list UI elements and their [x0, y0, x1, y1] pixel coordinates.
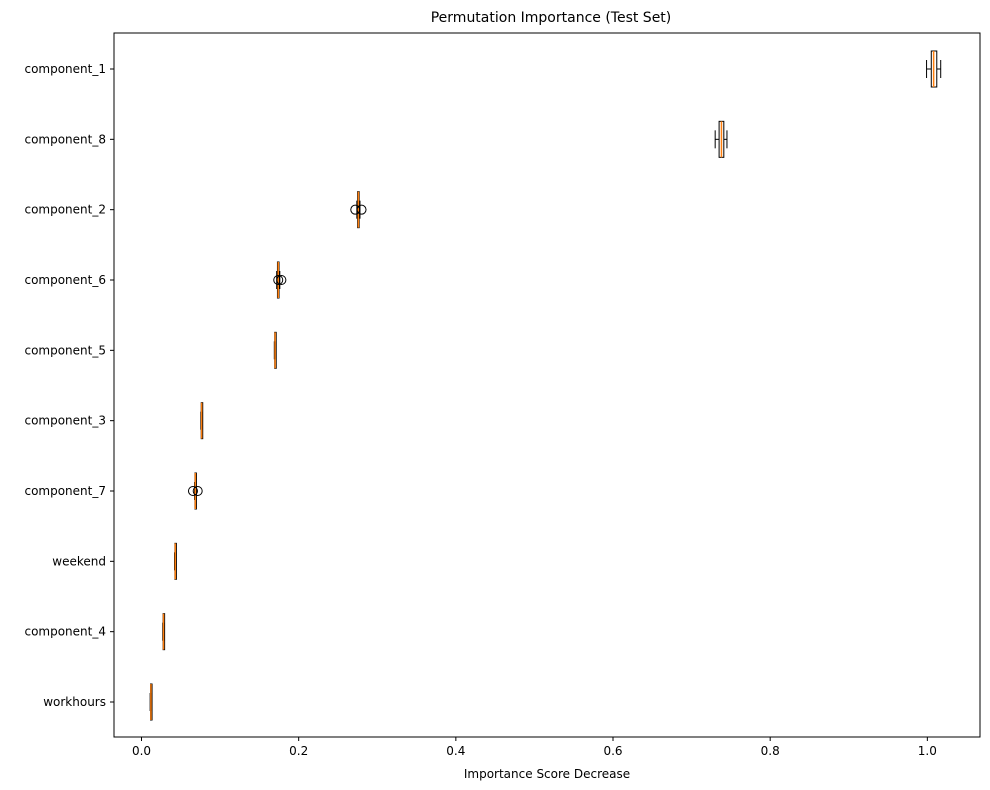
- y-tick-label: workhours: [43, 695, 106, 709]
- x-tick-label: 0.8: [761, 744, 780, 758]
- outlier-point: [187, 486, 198, 496]
- x-axis: 0.0 0.2 0.4 0.6 0.8 1.0: [132, 737, 937, 758]
- x-tick-label: 0.2: [289, 744, 308, 758]
- box-weekend: [174, 542, 177, 580]
- plot-frame: [113, 32, 981, 738]
- outlier-point: [276, 275, 287, 285]
- y-axis: component_1 component_8 component_2compone…: [24, 62, 114, 709]
- x-tick-label: 0.4: [446, 744, 465, 758]
- x-tick-label: 0.0: [132, 744, 151, 758]
- y-tick-label: component_2: [24, 203, 106, 217]
- box-component_3: [200, 402, 204, 440]
- box-workhours: [149, 683, 153, 721]
- y-tick-label: component_5: [24, 343, 106, 357]
- box-component_8: [714, 120, 728, 158]
- y-tick-label: component_7: [24, 484, 106, 498]
- box-component_1: [926, 50, 942, 88]
- y-tick-label: component_4: [24, 625, 106, 639]
- x-tick-label: 0.6: [603, 744, 622, 758]
- y-tick-label: component_1: [24, 62, 106, 76]
- outlier-point: [192, 486, 203, 496]
- outlier-point: [273, 275, 284, 285]
- box-component_7: [187, 472, 203, 510]
- plot-area: [113, 32, 981, 738]
- y-tick-label: weekend: [52, 554, 106, 568]
- box-component_6: [273, 261, 287, 299]
- y-tick-label: component_3: [24, 414, 106, 428]
- x-axis-label: Importance Score Decrease: [464, 767, 630, 781]
- box-component_5: [273, 331, 277, 369]
- outlier-point: [356, 204, 367, 215]
- y-tick-label: component_6: [24, 273, 106, 287]
- x-tick-label: 1.0: [918, 744, 937, 758]
- outlier-point: [350, 204, 361, 215]
- chart-title: Permutation Importance (Test Set): [431, 10, 672, 26]
- y-tick-label: component_8: [24, 132, 106, 146]
- box-component_4: [162, 613, 166, 651]
- box-component_2: [350, 191, 367, 229]
